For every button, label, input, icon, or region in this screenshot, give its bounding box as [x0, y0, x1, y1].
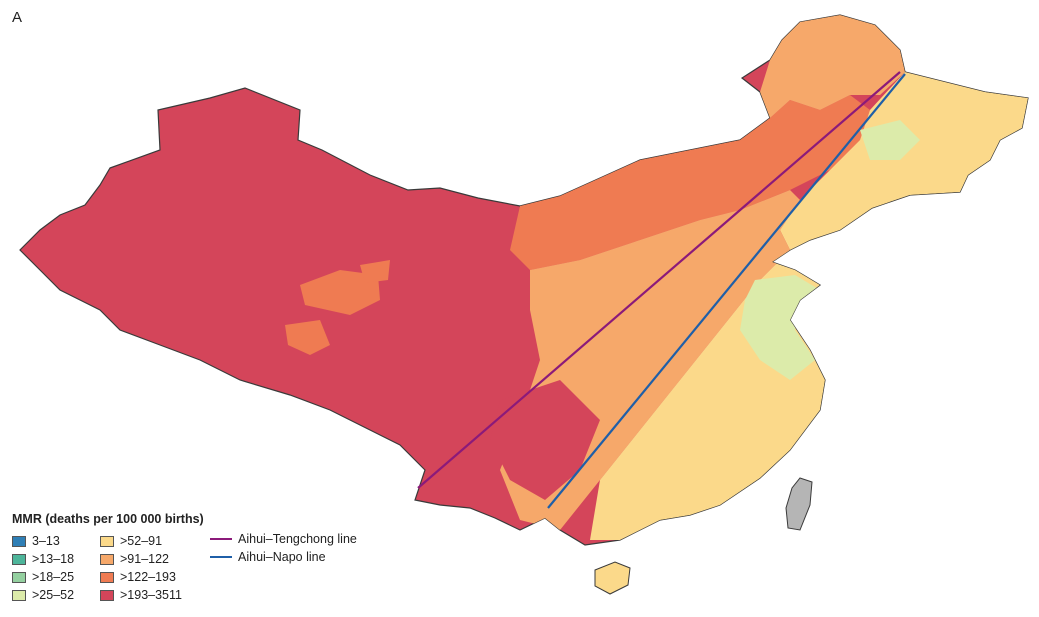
legend-label: >25–52 [32, 588, 75, 602]
legend-swatch [12, 535, 26, 547]
legend-swatch [100, 571, 114, 583]
region-northeast-low [860, 120, 920, 160]
mmr-legend: MMR (deaths per 100 000 births) 3–13 >13… [12, 512, 204, 602]
legend-item: >13–18 [12, 550, 74, 568]
legend-label: >122–193 [120, 570, 176, 584]
line-legend-label: Aihui–Napo line [238, 550, 326, 564]
legend-item: >91–122 [100, 550, 182, 568]
legend-item: >18–25 [12, 568, 74, 586]
legend-item: >122–193 [100, 568, 182, 586]
legend-label: >13–18 [32, 552, 75, 566]
legend-item: 3–13 [12, 532, 74, 550]
legend-item: >25–52 [12, 586, 74, 604]
legend-swatch [12, 553, 26, 565]
region-northeast [780, 72, 1028, 250]
line-swatch [210, 538, 232, 540]
legend-swatch [100, 553, 114, 565]
legend-label: >18–25 [32, 570, 75, 584]
aihui-tengchong-line [417, 71, 901, 489]
legend-swatch [100, 589, 114, 601]
taiwan-island [785, 477, 813, 531]
line-legend-label: Aihui–Tengchong line [238, 532, 357, 546]
region-north-band [510, 95, 870, 270]
panel-label: A [12, 9, 23, 26]
region-southwest [490, 380, 600, 500]
legend-swatch [12, 571, 26, 583]
region-far-north [760, 15, 905, 118]
region-tibet-island [285, 320, 330, 355]
line-swatch [210, 556, 232, 558]
aihui-napo-line [547, 73, 906, 509]
region-qinghai-island [360, 260, 390, 283]
line-legend: Aihui–Tengchong line Aihui–Napo line [210, 530, 357, 566]
legend-swatch [100, 535, 114, 547]
legend-item: >193–3511 [100, 586, 182, 604]
line-legend-item: Aihui–Tengchong line [210, 530, 357, 548]
legend-item: >52–91 [100, 532, 182, 550]
legend-swatch [12, 589, 26, 601]
legend-label: 3–13 [32, 534, 60, 548]
legend-title: MMR (deaths per 100 000 births) [12, 512, 204, 526]
legend-column-right: >52–91 >91–122 >122–193 >193–3511 [100, 532, 182, 604]
legend-label: >193–3511 [120, 588, 182, 602]
region-tarim [300, 270, 380, 315]
legend-label: >91–122 [120, 552, 170, 566]
legend-label: >52–91 [120, 534, 163, 548]
legend-column-left: 3–13 >13–18 >18–25 >25–52 [12, 532, 74, 604]
hainan-island [594, 561, 631, 595]
line-legend-item: Aihui–Napo line [210, 548, 357, 566]
